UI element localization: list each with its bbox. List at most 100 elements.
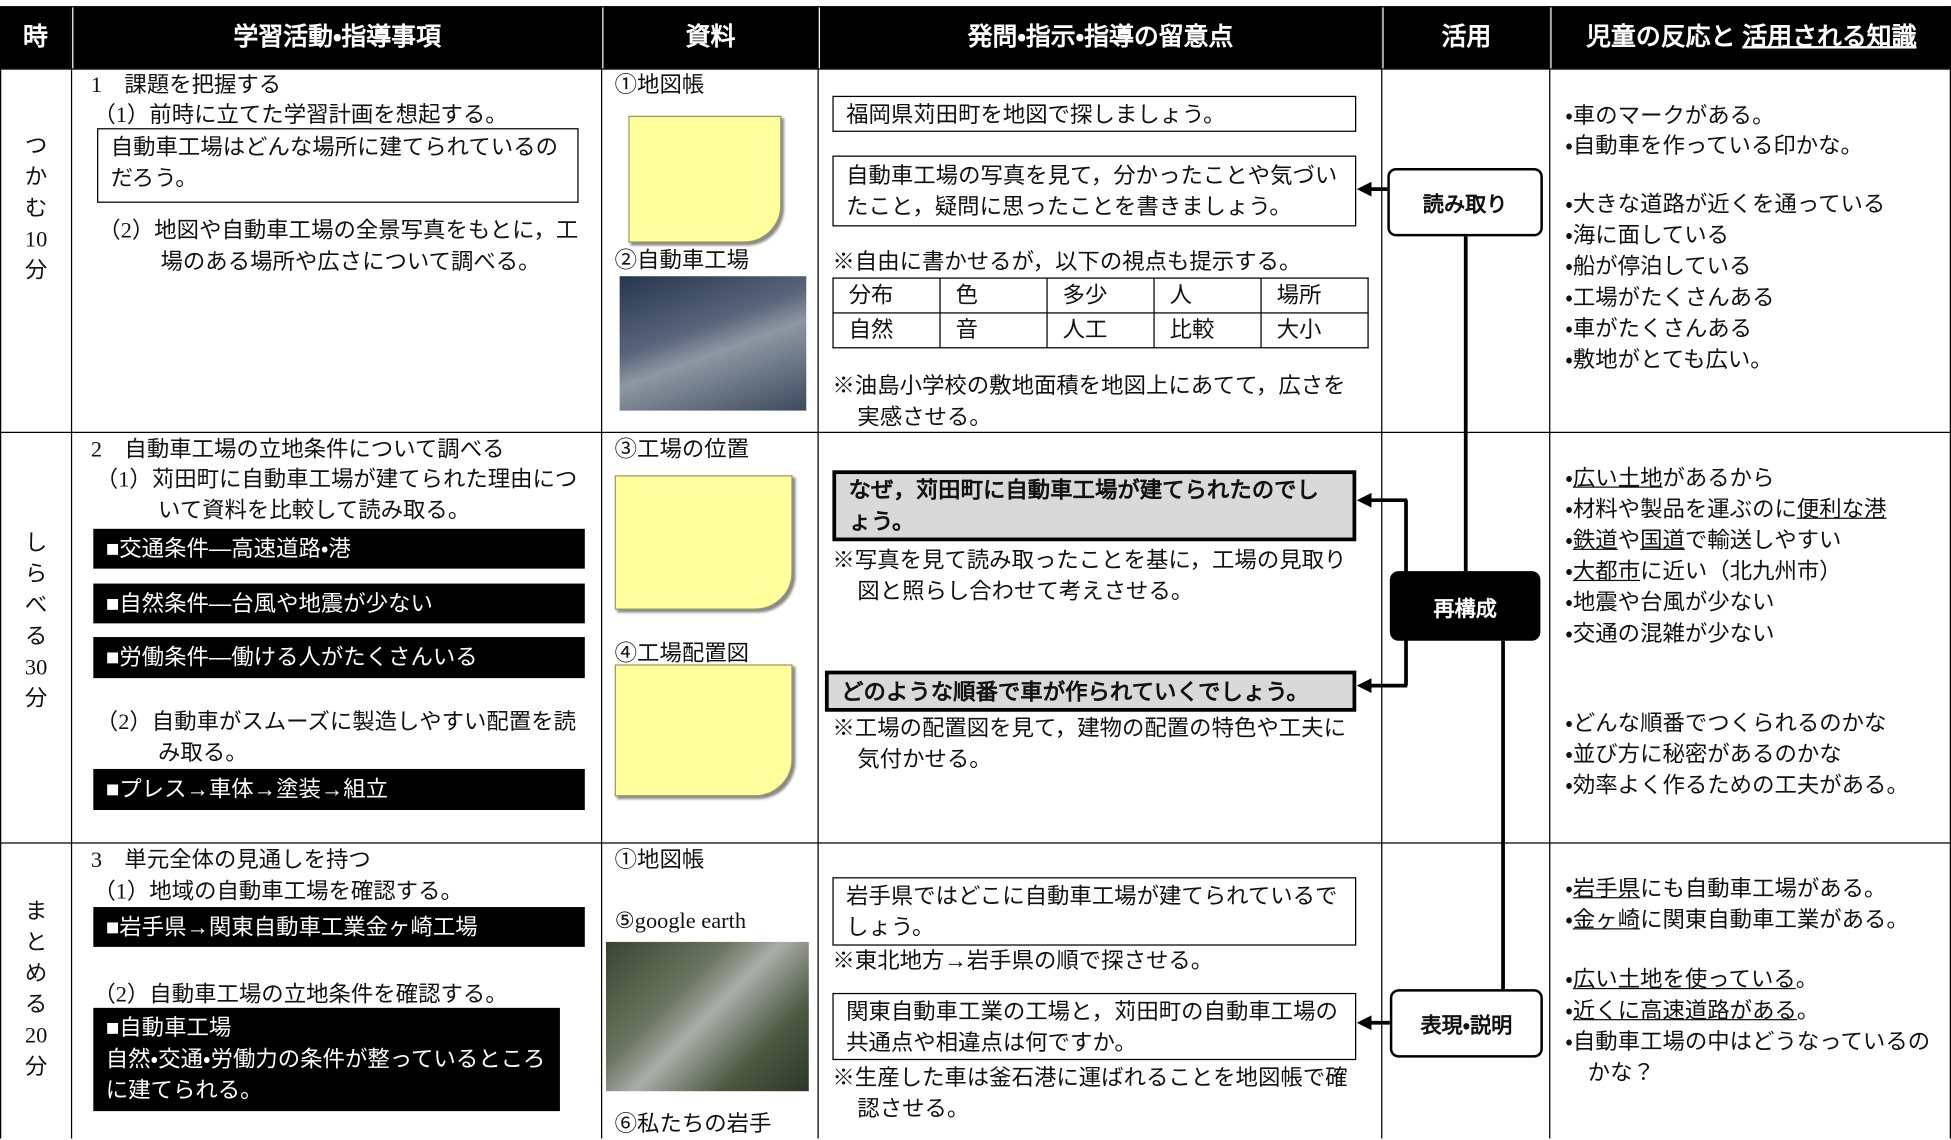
header-text: 児童の反応と bbox=[1586, 23, 1736, 52]
response-text: ・工場がたくさんある bbox=[1565, 284, 1775, 310]
response: ・工場がたくさんある bbox=[1565, 282, 1944, 313]
response: ・効率よく作るための工夫がある。 bbox=[1565, 770, 1944, 801]
response-text: ・効率よく作るための工夫がある。 bbox=[1565, 772, 1909, 798]
material: ①地図帳 bbox=[614, 72, 705, 98]
response: ・近くに高速道路がある。 bbox=[1565, 995, 1944, 1026]
activity-step: （2）自動車がスムーズに製造しやすい配置を読み取る。 bbox=[95, 709, 576, 766]
header-cell: 学習活動・指導事項 bbox=[70, 6, 601, 69]
response: ・金ヶ崎に関東自動車工業がある。 bbox=[1565, 905, 1944, 936]
response-text: 。 bbox=[1796, 997, 1820, 1023]
teacher-note: ※自由に書かせるが，以下の視点も提示する。 bbox=[832, 248, 1302, 274]
grid-line bbox=[0, 431, 1951, 434]
material: ③工場の位置 bbox=[614, 436, 750, 462]
response-text: に関東自動車工業がある。 bbox=[1640, 907, 1909, 932]
grid-line bbox=[1381, 6, 1383, 1139]
response: ・敷地がとても広い。 bbox=[1565, 345, 1944, 376]
key-question: なぜ，苅田町に自動車工場が建てられたのでしょう。 bbox=[832, 470, 1357, 542]
viewpoint: 分布 bbox=[832, 277, 941, 314]
header-text: 活用される知識 bbox=[1742, 23, 1917, 52]
activity-step: （1）前時に立てた学習計画を想起する。 bbox=[93, 102, 508, 127]
viewpoint-row: 分布色多少人場所 bbox=[832, 277, 1369, 314]
response: ・岩手県にも自動車工場がある。 bbox=[1565, 873, 1944, 904]
response: ・大都市に近い（北九州市） bbox=[1565, 556, 1944, 587]
viewpoint-row: 自然音人工 比較 大小 bbox=[832, 312, 1369, 349]
photo bbox=[605, 941, 809, 1092]
grid-line bbox=[70, 6, 73, 1139]
response-text: ・海に面している bbox=[1565, 222, 1730, 248]
response-text: があるから bbox=[1662, 465, 1775, 491]
response-text: ・ bbox=[1565, 907, 1573, 932]
key-knowledge: 広い土地を使っている bbox=[1572, 966, 1796, 992]
response-text: ・車のマークがある。 bbox=[1565, 103, 1775, 129]
key-knowledge: 岩手県 bbox=[1572, 875, 1641, 901]
grid-line bbox=[817, 6, 819, 1139]
teacher-note: ※写真を見て読み取ったことを基に，工場の見取り図と照らし合わせて考えさせる。 bbox=[832, 547, 1347, 604]
response-text: に近い（北九州市） bbox=[1640, 558, 1842, 584]
grid-line bbox=[0, 6, 2, 1139]
grid-line bbox=[1549, 6, 1551, 1139]
response: ・並び方に秘密があるのかな bbox=[1565, 739, 1944, 770]
response-text: にも自動車工場がある。 bbox=[1640, 875, 1887, 901]
key-point-line: ■自動車工場 bbox=[105, 1015, 232, 1041]
key-point: ■自然条件―台風や地震が少ない bbox=[93, 583, 585, 624]
activity-step: （2）自動車工場の立地条件を確認する。 bbox=[93, 981, 508, 1007]
viewpoint: 多少 bbox=[1046, 277, 1155, 314]
prompt-box: 岩手県ではどこに自動車工場が建てられているでしょう。 bbox=[832, 877, 1357, 946]
viewpoint: 音 bbox=[939, 312, 1048, 349]
viewpoint: 自然 bbox=[832, 312, 941, 349]
teacher-note: ※生産した車は釜石港に運ばれることを地図帳で確認させる。 bbox=[832, 1065, 1348, 1122]
grid-line bbox=[0, 6, 1951, 8]
key-knowledge: 大都市 bbox=[1572, 558, 1641, 584]
activity-heading: 1 課題を把握する bbox=[90, 72, 282, 98]
response-text: ・敷地がとても広い。 bbox=[1565, 347, 1773, 373]
key-point: ■自動車工場 自然・交通・労働力の条件が整っているところに建てられる。 bbox=[93, 1007, 560, 1112]
response: ・船が停泊している bbox=[1565, 251, 1944, 282]
activity-step: （1）地域の自動車工場を確認する。 bbox=[93, 878, 463, 904]
response-text: ・並び方に秘密があるのかな bbox=[1565, 741, 1842, 767]
material: ⑥私たちの岩手 bbox=[614, 1111, 772, 1137]
response: ・大きな道路が近くを通っている bbox=[1565, 189, 1944, 220]
time-label: まとめる20分 bbox=[24, 898, 48, 1079]
photo bbox=[619, 276, 807, 411]
viewpoint: 場所 bbox=[1260, 277, 1369, 314]
viewpoint: 人工 bbox=[1046, 312, 1155, 349]
grid-line bbox=[0, 842, 1951, 844]
response-text: ・ bbox=[1565, 465, 1573, 491]
response-text: 。 bbox=[1795, 966, 1819, 992]
key-knowledge: 広い土地 bbox=[1572, 465, 1663, 491]
response-text: ・自動車を作っている印かな。 bbox=[1565, 133, 1863, 159]
material: ①地図帳 bbox=[614, 847, 705, 873]
key-knowledge: 金ヶ崎 bbox=[1572, 907, 1641, 932]
time-label: つかむ10分 bbox=[24, 133, 48, 283]
viewpoint-table: 分布色多少人場所 自然音人工 比較 大小 bbox=[832, 277, 1369, 349]
response: ・車のマークがある。 bbox=[1565, 101, 1944, 132]
header-cell: 時 bbox=[23, 23, 48, 52]
response-text: ・地震や台風が少ない bbox=[1565, 589, 1775, 615]
prompt-box: 関東自動車工業の工場と，苅田町の自動車工場の共通点や相違点は何ですか。 bbox=[832, 992, 1357, 1061]
response-text: ・材料や製品を運ぶのに bbox=[1565, 496, 1797, 522]
key-knowledge: 鉄道 bbox=[1572, 527, 1618, 553]
material: ④工場配置図 bbox=[614, 640, 750, 666]
viewpoint: 大小 bbox=[1260, 312, 1369, 349]
response: ・鉄道や国道で輸送しやすい bbox=[1565, 525, 1944, 556]
activity-heading: 2 自動車工場の立地条件について調べる bbox=[90, 436, 505, 462]
response-text: ・ bbox=[1565, 558, 1573, 584]
header-bar bbox=[0, 6, 1951, 69]
viewpoint: 色 bbox=[939, 277, 1048, 314]
response-text: ・交通の混雑が少ない bbox=[1565, 620, 1775, 646]
response-text: ・車がたくさんある bbox=[1565, 316, 1753, 341]
prompt-box: 自動車工場の写真を見て，分かったことや気づいたこと，疑問に思ったことを書きましょ… bbox=[832, 155, 1357, 227]
response: ・材料や製品を運ぶのに便利な港 bbox=[1565, 494, 1944, 525]
time-label: しらべる30分 bbox=[24, 530, 48, 711]
key-point: ■労働条件―働ける人がたくさんいる bbox=[93, 637, 585, 679]
response-text: ・ bbox=[1565, 875, 1573, 901]
viewpoint: 人 bbox=[1153, 277, 1262, 314]
response: ・車がたくさんある bbox=[1565, 314, 1944, 345]
response-text: ・ bbox=[1565, 966, 1573, 992]
key-point: ■岩手県→関東自動車工業金ヶ崎工場 bbox=[93, 907, 585, 947]
response-text: ・自動車工場の中はどうなっているのかな？ bbox=[1565, 1029, 1931, 1085]
key-point: ■交通条件―高速道路・港 bbox=[93, 528, 585, 569]
response-text: ・どんな順番でつくられるのかな bbox=[1565, 710, 1887, 736]
